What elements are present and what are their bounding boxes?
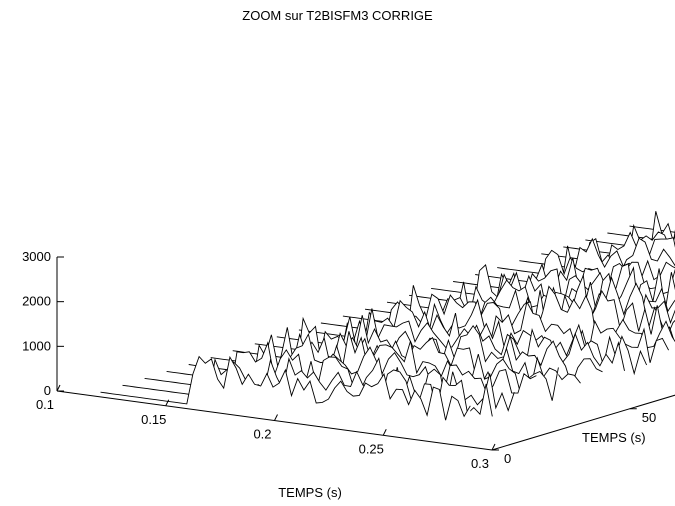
- chart-title: ZOOM sur T2BISFM3 CORRIGE: [0, 8, 675, 23]
- y-tick-label: 50: [642, 410, 656, 425]
- x-tick-label: 0.1: [36, 397, 54, 412]
- mesh-surface: [101, 128, 675, 447]
- z-tick-label: 3000: [22, 249, 51, 264]
- y-tick-label: 0: [504, 451, 511, 466]
- z-tick-label: 2000: [22, 294, 51, 309]
- x-tick-label: 0.3: [471, 456, 489, 471]
- x-tick-label: 0.15: [141, 412, 166, 427]
- y-axis-label: TEMPS (s): [582, 430, 646, 445]
- x-axis-label: TEMPS (s): [278, 485, 342, 500]
- x-tick-label: 0.25: [359, 441, 384, 456]
- z-tick-label: 1000: [22, 338, 51, 353]
- z-tick-label: 0: [44, 383, 51, 398]
- x-tick-label: 0.2: [253, 427, 271, 442]
